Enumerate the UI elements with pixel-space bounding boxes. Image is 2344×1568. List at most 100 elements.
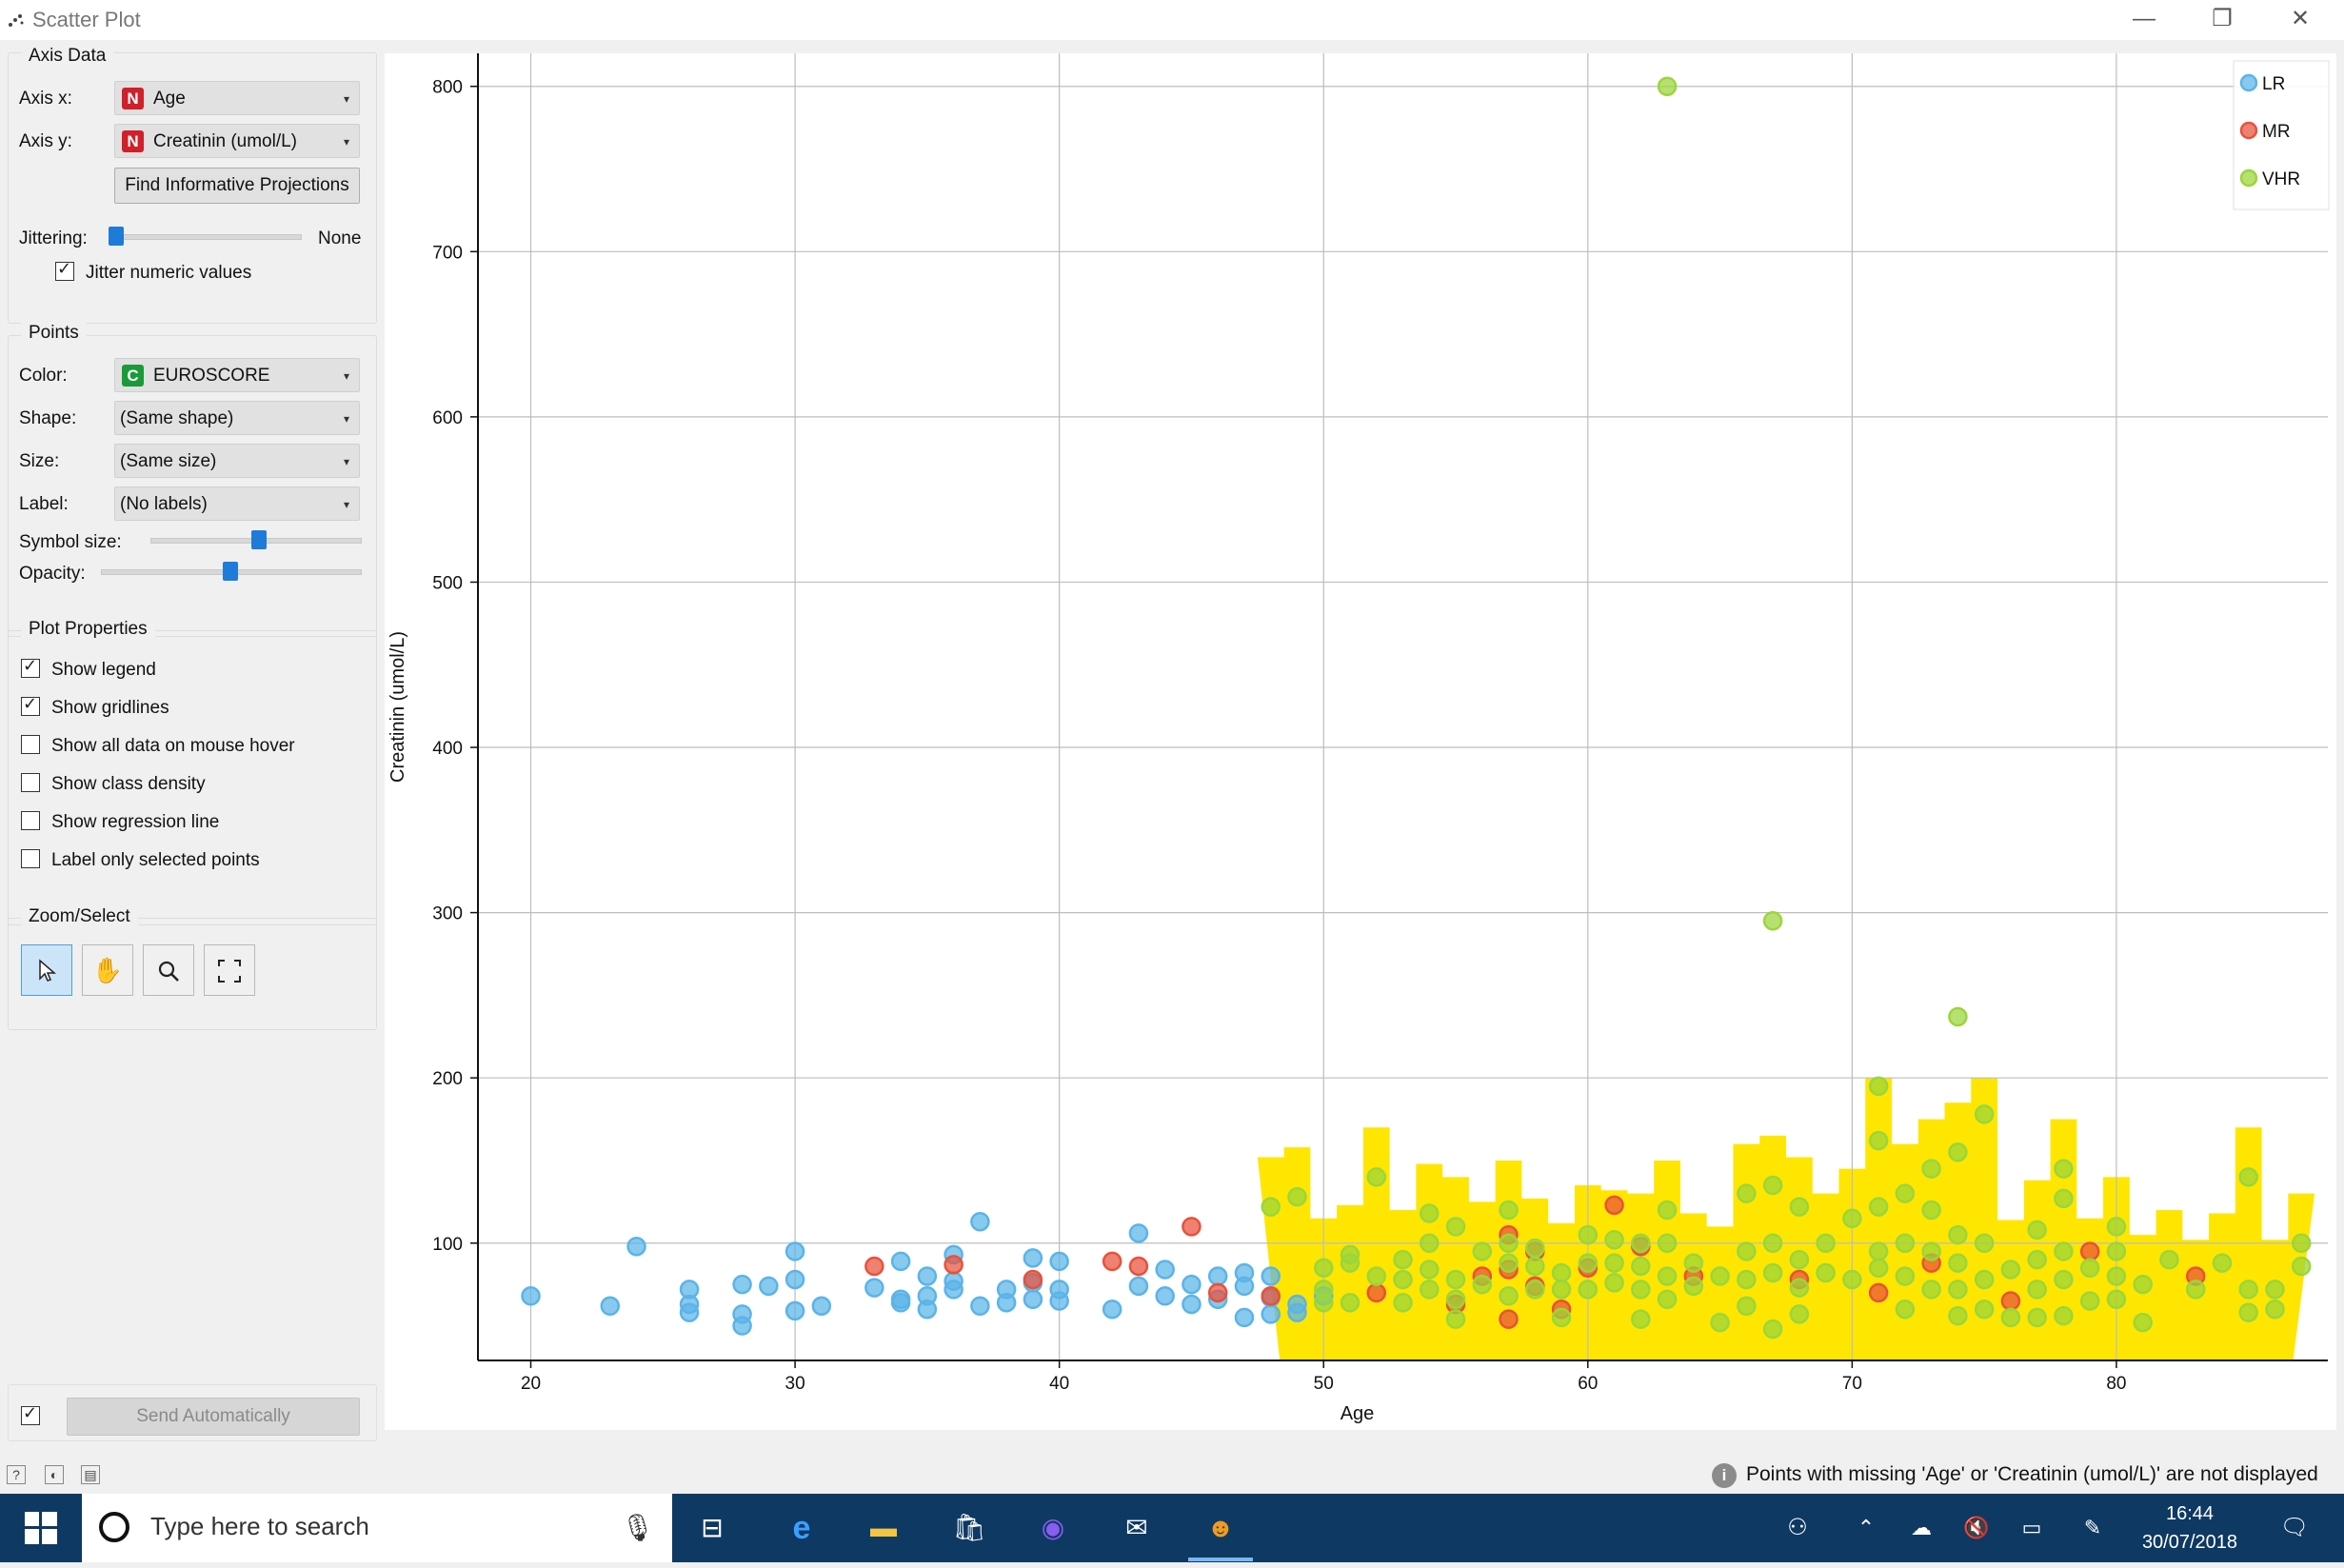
jittering-slider[interactable] (109, 234, 302, 240)
data-point-vhr (1789, 1304, 1810, 1324)
data-point-vhr (1313, 1258, 1334, 1279)
show-legend-checkbox[interactable] (21, 656, 40, 678)
data-point-vhr (2054, 1241, 2074, 1261)
color-combo[interactable]: C EUROSCORE ▾ (114, 358, 360, 392)
minimize-button[interactable]: — (2133, 6, 2155, 31)
axis-data-title: Axis Data (21, 46, 114, 67)
pen-icon[interactable]: ✎ (2083, 1516, 2102, 1539)
clock[interactable]: 16:44 30/07/2018 (2137, 1499, 2242, 1557)
size-label: Size: (19, 451, 60, 471)
jittering-label: Jittering: (19, 228, 88, 248)
opacity-slider-handle[interactable] (223, 562, 238, 581)
restore-button[interactable]: ❐ (2212, 6, 2233, 31)
store-icon[interactable]: 🛍 (952, 1513, 986, 1542)
data-point-vhr (1762, 911, 1783, 931)
zoom-toolbar: ✋ (21, 944, 268, 996)
y-tick-label: 200 (432, 1069, 463, 1089)
select-icon[interactable] (21, 944, 72, 996)
axis-x-value: Age (153, 89, 186, 109)
taskbar-search-box[interactable] (82, 1494, 672, 1562)
x-tick-label: 60 (1578, 1374, 1598, 1394)
show-all-data-hover-checkbox[interactable] (21, 735, 40, 754)
legend-label-lr: LR (2262, 74, 2285, 94)
data-point-lr (732, 1316, 752, 1336)
data-point-vhr (2185, 1280, 2206, 1300)
mail-icon[interactable]: ✉ (1125, 1513, 1148, 1542)
microphone-icon[interactable]: 🎙 (621, 1513, 655, 1542)
chevron-up-icon[interactable]: ⌃ (1857, 1516, 1876, 1539)
send-auto-checkbox[interactable] (21, 1403, 40, 1425)
save-image-icon[interactable]: ▤ (81, 1465, 100, 1484)
data-point-vhr (2054, 1269, 2074, 1290)
find-informative-projections-button[interactable]: Find Informative Projections (114, 168, 360, 204)
data-point-vhr (1868, 1076, 1889, 1097)
jitter-numeric-checkbox[interactable] (55, 259, 74, 281)
show-gridlines-checkbox[interactable] (21, 694, 40, 716)
data-point-vhr (2054, 1305, 2074, 1326)
show-regression-line-label: Show regression line (51, 812, 220, 832)
data-point-vhr (2212, 1253, 2233, 1273)
notifications-icon[interactable]: 🗨 (2279, 1515, 2310, 1540)
close-button[interactable]: ✕ (2290, 6, 2311, 31)
symbol-size-slider-handle[interactable] (251, 530, 268, 549)
windows-start-icon[interactable] (0, 1494, 82, 1562)
data-point-mr (1261, 1286, 1281, 1306)
data-point-vhr (2238, 1302, 2258, 1322)
firefox-icon[interactable]: ◉ (1041, 1513, 1065, 1542)
axes: 20 30 40 50 60 70 80 100 200 300 400 500 600 700 800 Ag… (387, 53, 2328, 1424)
data-point-vhr (2291, 1233, 2312, 1254)
data-point-mr (1868, 1282, 1889, 1303)
data-point-mr (2000, 1291, 2021, 1311)
pan-icon[interactable]: ✋ (82, 944, 133, 996)
scatter-plot[interactable]: 20 30 40 50 60 70 80 100 200 300 400 500 600 700 800 Ag… (385, 53, 2336, 1430)
orange-app-icon[interactable]: ☻ (1206, 1513, 1235, 1542)
onedrive-icon[interactable]: ☁ (1911, 1516, 1932, 1539)
data-point-vhr (1631, 1233, 1651, 1254)
y-axis-title: Creatinin (umol/L) (387, 631, 408, 783)
help-icon[interactable]: ? (7, 1465, 26, 1484)
data-point-vhr (1816, 1233, 1836, 1254)
jittering-slider-handle[interactable] (109, 227, 124, 246)
shape-value: (Same shape) (120, 408, 234, 428)
data-point-lr (679, 1302, 700, 1322)
shape-combo[interactable]: (Same shape) ▾ (114, 401, 360, 435)
data-point-vhr (2027, 1249, 2047, 1270)
data-point-lr (1234, 1307, 1255, 1328)
data-point-vhr (1525, 1238, 1545, 1259)
data-point-vhr (1762, 1319, 1783, 1340)
label-combo[interactable]: (No labels) ▾ (114, 486, 360, 521)
data-point-vhr (1420, 1203, 1440, 1223)
zoom-select-title: Zoom/Select (21, 906, 138, 927)
file-explorer-icon[interactable]: ▬ (870, 1513, 897, 1542)
data-point-vhr (1737, 1296, 1757, 1316)
data-point-lr (970, 1296, 990, 1316)
axis-x-combo[interactable]: N Age ▾ (114, 81, 360, 115)
data-point-vhr (2106, 1266, 2127, 1286)
data-point-vhr (1499, 1233, 1519, 1254)
show-regression-line-checkbox[interactable] (21, 811, 40, 830)
task-view-icon[interactable]: ⊟ (701, 1513, 724, 1542)
people-icon[interactable]: ⚇ (1787, 1515, 1808, 1540)
zoom-icon[interactable] (143, 944, 194, 996)
data-point-vhr (1868, 1258, 1889, 1279)
send-automatically-button[interactable]: Send Automatically (67, 1398, 360, 1436)
volume-muted-icon[interactable]: 🔇 (1963, 1516, 1990, 1539)
data-point-lr (759, 1276, 779, 1297)
y-tick-label: 700 (432, 243, 463, 263)
data-point-vhr (2291, 1256, 2312, 1277)
data-point-vhr (1974, 1104, 1995, 1124)
size-combo[interactable]: (Same size) ▾ (114, 444, 360, 478)
x-tick-label: 80 (2106, 1374, 2126, 1394)
y-tick-label: 800 (432, 78, 463, 98)
numeric-variable-icon: N (122, 88, 144, 109)
show-class-density-checkbox[interactable] (21, 773, 40, 792)
report-icon[interactable]: ◐ (45, 1465, 64, 1484)
label-selected-points-checkbox[interactable] (21, 849, 40, 868)
data-point-mr (1023, 1269, 1043, 1290)
gridlines (478, 53, 2328, 1360)
points-title: Points (21, 323, 87, 344)
edge-browser-icon[interactable]: e (792, 1510, 811, 1546)
reset-zoom-icon[interactable] (204, 944, 255, 996)
axis-y-combo[interactable]: N Creatinin (umol/L) ▾ (114, 124, 360, 158)
battery-icon[interactable]: ▭ (2021, 1516, 2042, 1539)
